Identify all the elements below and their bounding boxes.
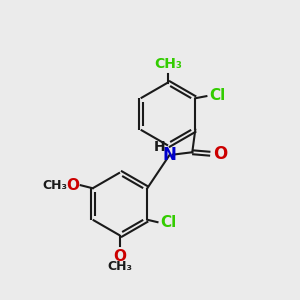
Text: N: N (163, 146, 177, 164)
Text: Cl: Cl (209, 88, 225, 103)
Text: CH₃: CH₃ (154, 56, 182, 70)
Text: CH₃: CH₃ (42, 179, 67, 192)
Text: O: O (213, 145, 227, 163)
Text: CH₃: CH₃ (107, 260, 133, 273)
Text: O: O (66, 178, 79, 193)
Text: Cl: Cl (160, 215, 176, 230)
Text: H: H (154, 140, 165, 154)
Text: O: O (113, 249, 127, 264)
